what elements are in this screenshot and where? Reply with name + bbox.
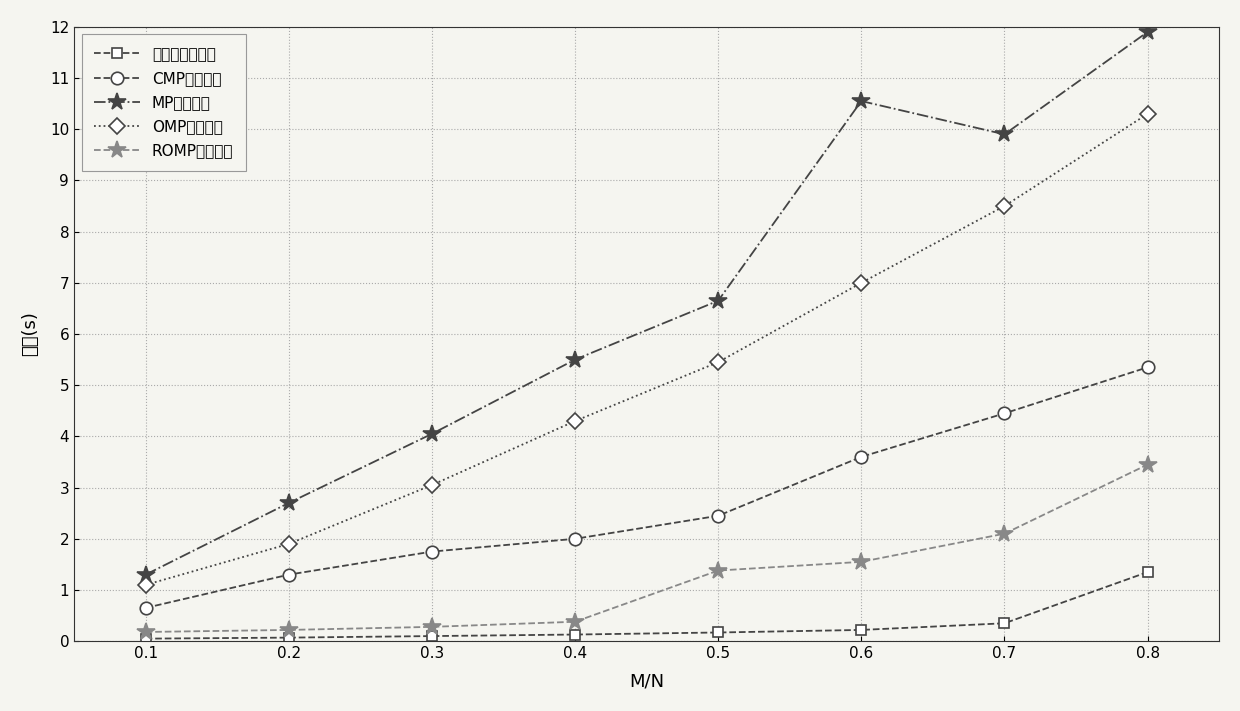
ROMP方法时间 — [138, 628, 153, 636]
本发明方法时间 — [138, 634, 153, 643]
OMP方法时间 — [854, 279, 869, 287]
CMP方法时间 — [138, 604, 153, 612]
OMP方法时间 — [568, 417, 583, 425]
CMP方法时间 — [1140, 363, 1154, 372]
本发明方法时间 — [1140, 568, 1154, 577]
本发明方法时间 — [997, 619, 1012, 628]
OMP方法时间 — [1140, 109, 1154, 118]
CMP方法时间 — [281, 570, 296, 579]
ROMP方法时间 — [568, 617, 583, 626]
Line: MP方法时间: MP方法时间 — [136, 23, 1157, 584]
MP方法时间 — [1140, 28, 1154, 36]
Line: ROMP方法时间: ROMP方法时间 — [136, 456, 1157, 641]
Line: 本发明方法时间: 本发明方法时间 — [141, 567, 1152, 643]
CMP方法时间 — [997, 409, 1012, 417]
OMP方法时间 — [281, 540, 296, 548]
MP方法时间 — [997, 130, 1012, 139]
本发明方法时间 — [711, 629, 725, 637]
OMP方法时间 — [138, 581, 153, 589]
ROMP方法时间 — [854, 557, 869, 566]
CMP方法时间 — [711, 511, 725, 520]
OMP方法时间 — [424, 481, 439, 489]
ROMP方法时间 — [997, 530, 1012, 538]
CMP方法时间 — [854, 453, 869, 461]
CMP方法时间 — [424, 547, 439, 556]
ROMP方法时间 — [1140, 460, 1154, 469]
本发明方法时间 — [568, 630, 583, 638]
MP方法时间 — [711, 296, 725, 305]
Line: OMP方法时间: OMP方法时间 — [140, 108, 1153, 590]
ROMP方法时间 — [281, 626, 296, 634]
CMP方法时间 — [568, 535, 583, 543]
MP方法时间 — [568, 356, 583, 364]
OMP方法时间 — [997, 202, 1012, 210]
Line: CMP方法时间: CMP方法时间 — [139, 361, 1154, 614]
本发明方法时间 — [854, 626, 869, 634]
OMP方法时间 — [711, 358, 725, 366]
X-axis label: M/N: M/N — [629, 672, 665, 690]
MP方法时间 — [281, 498, 296, 507]
MP方法时间 — [854, 97, 869, 105]
Legend: 本发明方法时间, CMP方法时间, MP方法时间, OMP方法时间, ROMP方法时间: 本发明方法时间, CMP方法时间, MP方法时间, OMP方法时间, ROMP方… — [82, 34, 246, 171]
Y-axis label: 时间(s): 时间(s) — [21, 311, 38, 356]
ROMP方法时间 — [424, 623, 439, 631]
MP方法时间 — [424, 429, 439, 438]
MP方法时间 — [138, 570, 153, 579]
本发明方法时间 — [281, 634, 296, 642]
本发明方法时间 — [424, 632, 439, 641]
ROMP方法时间 — [711, 566, 725, 574]
